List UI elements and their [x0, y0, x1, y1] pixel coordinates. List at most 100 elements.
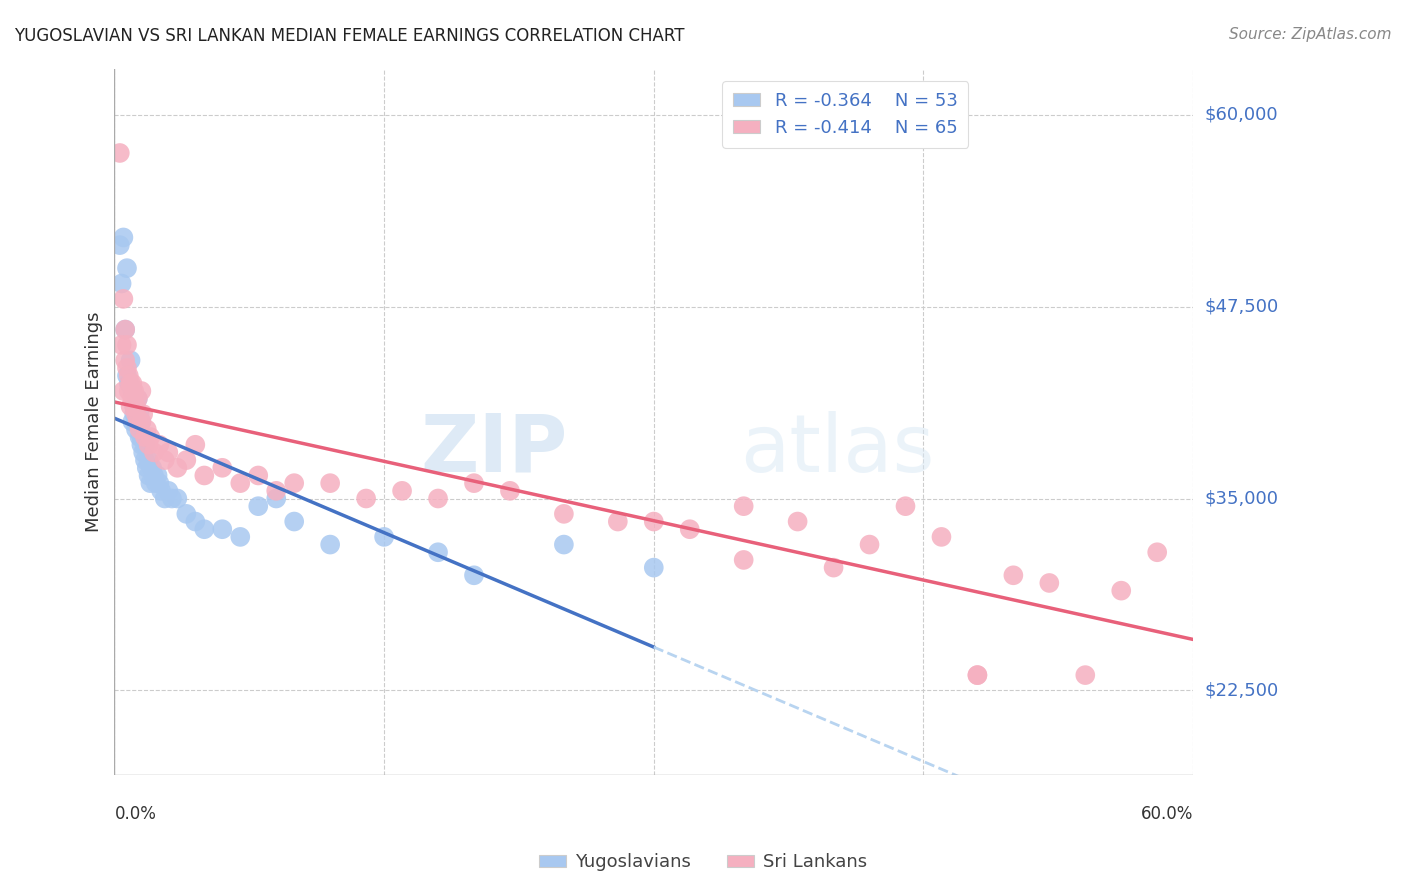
- Point: [153, 491, 176, 506]
- Point: [143, 468, 166, 483]
- Point: [166, 491, 188, 506]
- Point: [114, 322, 136, 336]
- Point: [115, 368, 138, 383]
- Point: [114, 353, 136, 368]
- Point: [247, 468, 270, 483]
- Point: [122, 407, 145, 421]
- Point: [184, 515, 207, 529]
- Point: [118, 384, 141, 398]
- Point: [128, 430, 150, 444]
- Point: [134, 438, 156, 452]
- Point: [125, 400, 148, 414]
- Point: [138, 438, 160, 452]
- Point: [150, 483, 173, 498]
- Point: [1074, 668, 1097, 682]
- Text: YUGOSLAVIAN VS SRI LANKAN MEDIAN FEMALE EARNINGS CORRELATION CHART: YUGOSLAVIAN VS SRI LANKAN MEDIAN FEMALE …: [14, 27, 685, 45]
- Point: [115, 361, 138, 376]
- Point: [373, 530, 395, 544]
- Point: [122, 400, 145, 414]
- Point: [120, 353, 142, 368]
- Point: [1109, 583, 1132, 598]
- Point: [1038, 576, 1060, 591]
- Point: [166, 460, 188, 475]
- Point: [823, 560, 845, 574]
- Point: [110, 277, 132, 291]
- Point: [319, 476, 342, 491]
- Point: [283, 476, 305, 491]
- Point: [135, 460, 157, 475]
- Point: [108, 238, 131, 252]
- Point: [553, 538, 575, 552]
- Point: [211, 522, 233, 536]
- Point: [733, 499, 755, 513]
- Point: [131, 384, 153, 398]
- Point: [786, 515, 808, 529]
- Point: [108, 146, 131, 161]
- Point: [606, 515, 628, 529]
- Point: [148, 438, 170, 452]
- Legend: R = -0.364    N = 53, R = -0.414    N = 65: R = -0.364 N = 53, R = -0.414 N = 65: [723, 81, 969, 148]
- Point: [193, 468, 215, 483]
- Text: 0.0%: 0.0%: [114, 805, 156, 823]
- Point: [894, 499, 917, 513]
- Point: [146, 468, 169, 483]
- Point: [264, 483, 287, 498]
- Point: [120, 400, 142, 414]
- Point: [283, 515, 305, 529]
- Point: [132, 430, 155, 444]
- Point: [148, 476, 170, 491]
- Point: [132, 445, 155, 459]
- Point: [157, 445, 180, 459]
- Point: [125, 407, 148, 421]
- Point: [247, 499, 270, 513]
- Point: [141, 460, 163, 475]
- Point: [122, 384, 145, 398]
- Point: [160, 491, 183, 506]
- Point: [125, 415, 148, 429]
- Text: $60,000: $60,000: [1205, 105, 1278, 124]
- Point: [120, 376, 142, 391]
- Point: [176, 507, 198, 521]
- Point: [733, 553, 755, 567]
- Point: [125, 422, 148, 436]
- Point: [145, 476, 167, 491]
- Point: [143, 445, 166, 459]
- Point: [121, 392, 143, 406]
- Point: [115, 338, 138, 352]
- Point: [110, 338, 132, 352]
- Point: [112, 292, 135, 306]
- Point: [121, 415, 143, 429]
- Point: [157, 483, 180, 498]
- Point: [1002, 568, 1025, 582]
- Point: [153, 453, 176, 467]
- Legend: Yugoslavians, Sri Lankans: Yugoslavians, Sri Lankans: [531, 847, 875, 879]
- Point: [114, 322, 136, 336]
- Text: Source: ZipAtlas.com: Source: ZipAtlas.com: [1229, 27, 1392, 42]
- Point: [131, 430, 153, 444]
- Point: [112, 384, 135, 398]
- Point: [176, 453, 198, 467]
- Point: [553, 507, 575, 521]
- Point: [427, 491, 450, 506]
- Point: [499, 483, 522, 498]
- Point: [391, 483, 413, 498]
- Point: [132, 407, 155, 421]
- Point: [643, 560, 665, 574]
- Point: [229, 476, 252, 491]
- Point: [966, 668, 988, 682]
- Point: [127, 392, 149, 406]
- Point: [463, 568, 485, 582]
- Text: $35,000: $35,000: [1205, 490, 1278, 508]
- Point: [134, 453, 156, 467]
- Point: [131, 438, 153, 452]
- Point: [211, 460, 233, 475]
- Point: [112, 230, 135, 244]
- Point: [128, 422, 150, 436]
- Point: [138, 453, 160, 467]
- Point: [427, 545, 450, 559]
- Point: [679, 522, 702, 536]
- Point: [122, 400, 145, 414]
- Point: [134, 430, 156, 444]
- Point: [118, 368, 141, 383]
- Point: [138, 468, 160, 483]
